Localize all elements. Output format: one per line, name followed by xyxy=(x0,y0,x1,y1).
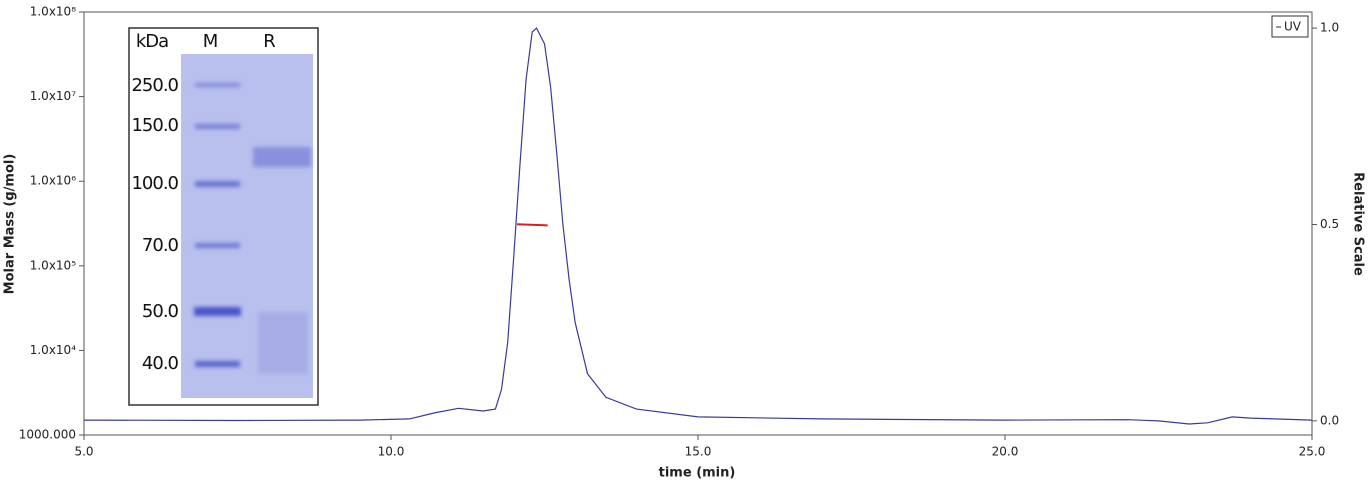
y-tick-label: 1000.000 xyxy=(19,428,76,442)
gel-header: M xyxy=(203,31,218,52)
x-axis-title: time (min) xyxy=(659,466,736,481)
uv-line xyxy=(83,27,1313,425)
y2-tick-label: 1.0 xyxy=(1320,21,1339,35)
gel-marker: 40.0 xyxy=(142,353,179,374)
gel-marker: 100.0 xyxy=(131,173,178,194)
gel-marker: 50.0 xyxy=(142,301,179,322)
y2-tick-label: 0.5 xyxy=(1320,217,1339,231)
gel-bands xyxy=(194,83,311,374)
gel-marker: 70.0 xyxy=(142,235,179,256)
y-tick-label: 1.0x10⁷ xyxy=(30,89,76,103)
legend-label: UV xyxy=(1284,20,1302,34)
band xyxy=(194,307,241,316)
band xyxy=(195,181,240,187)
legend-box xyxy=(1271,15,1309,38)
y-axis-title: Molar Mass (g/mol) xyxy=(3,154,18,295)
y2-axis-title: Relative Scale xyxy=(1351,172,1366,276)
gel-header: kDa xyxy=(136,31,168,52)
y-tick-label: 1.0x10⁸ xyxy=(30,5,76,19)
x-tick-label: 15.0 xyxy=(685,445,712,459)
y-tick-label: 1.0x10⁶ xyxy=(30,174,76,188)
x-tick-label: 25.0 xyxy=(1299,445,1326,459)
band xyxy=(195,124,240,129)
y-tick-label: 1.0x10⁵ xyxy=(30,258,76,272)
gel-header: R xyxy=(263,31,275,52)
y-tick-label: 1.0x10⁴ xyxy=(30,343,76,357)
y2-tick-label: 0.0 xyxy=(1320,413,1339,427)
smear xyxy=(258,312,308,374)
band xyxy=(195,361,240,367)
gel-inset: kDa M R 250.0 150.0 100.0 70.0 50.0 40.0 xyxy=(128,27,319,406)
gel-marker: 150.0 xyxy=(131,115,178,136)
band xyxy=(195,243,240,248)
x-tick-label: 20.0 xyxy=(992,445,1019,459)
gel-marker: 250.0 xyxy=(131,75,178,96)
x-tick-label: 5.0 xyxy=(74,445,93,459)
x-tick-label: 10.0 xyxy=(378,445,405,459)
band xyxy=(253,147,311,167)
band xyxy=(195,83,240,87)
molar-mass-line xyxy=(516,223,548,227)
